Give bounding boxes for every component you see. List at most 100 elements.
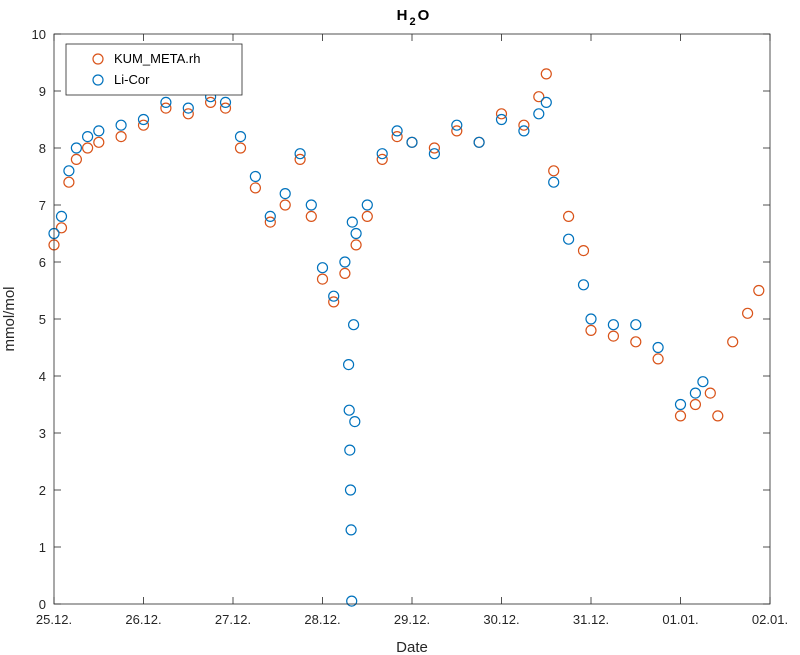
data-point [473, 136, 485, 148]
data-point [428, 148, 440, 160]
data-point [428, 142, 440, 154]
x-tick-label: 27.12. [215, 612, 251, 627]
data-point [279, 188, 291, 200]
data-point [674, 410, 687, 422]
data-point [328, 296, 340, 308]
y-axis-label: mmol/mol [1, 286, 18, 351]
data-point [316, 273, 329, 285]
data-point [540, 96, 552, 109]
data-point [81, 142, 94, 154]
data-point [451, 125, 463, 137]
data-point [562, 210, 575, 222]
data-point [712, 410, 724, 422]
data-point [753, 284, 765, 297]
data-point [376, 153, 388, 165]
data-point [344, 444, 356, 456]
data-point [585, 313, 597, 325]
chart-title-end: O [418, 7, 430, 24]
y-tick-label: 3 [39, 426, 46, 441]
data-point [305, 210, 317, 222]
data-point [93, 125, 105, 137]
x-tick-label: 26.12. [125, 612, 161, 627]
data-point [339, 267, 351, 279]
data-point [495, 108, 508, 120]
x-tick-label: 30.12. [483, 612, 519, 627]
series-li-cor [48, 91, 709, 607]
y-tick-label: 2 [39, 483, 46, 498]
data-point [674, 398, 687, 411]
data-point [81, 131, 94, 143]
y-tick-label: 8 [39, 141, 46, 156]
data-point [577, 245, 590, 257]
data-point [249, 170, 261, 183]
y-tick-label: 1 [39, 540, 46, 555]
data-point [346, 216, 358, 228]
series-kum-meta-rh [48, 68, 765, 422]
data-point [182, 102, 194, 114]
data-point [540, 68, 552, 80]
data-point [219, 102, 232, 114]
data-point [548, 176, 560, 188]
data-point [376, 148, 388, 160]
data-point [264, 210, 276, 222]
data-point [548, 165, 560, 177]
legend: KUM_META.rh Li-Cor [65, 43, 243, 96]
data-point [55, 222, 68, 234]
data-point [697, 376, 709, 388]
data-point [234, 131, 247, 143]
axes: 25.12. 26.12. 27.12. 28.12. 29.12. 30.12. 31.1… [32, 27, 789, 627]
data-point [343, 359, 355, 371]
data-point [533, 108, 545, 120]
data-point [630, 336, 642, 348]
data-point [93, 136, 105, 148]
data-point [585, 324, 597, 336]
data-point [704, 387, 716, 399]
data-point [577, 279, 590, 291]
data-point [741, 307, 754, 319]
x-tick-label: 29.12. [394, 612, 430, 627]
data-point [279, 199, 291, 211]
data-point [727, 336, 739, 348]
chart-title-main: H [397, 7, 408, 24]
data-point [339, 256, 351, 268]
y-tick-label: 10 [32, 27, 46, 42]
data-point [328, 290, 340, 302]
data-point [652, 341, 664, 354]
data-point [518, 119, 530, 131]
x-tick-label: 31.12. [573, 612, 609, 627]
data-point [607, 330, 620, 342]
legend-label-kum-meta-rh: KUM_META.rh [114, 51, 200, 66]
data-point [495, 113, 508, 126]
legend-marker-kum-meta-rh [92, 53, 104, 65]
data-point [607, 319, 620, 331]
y-tick-label: 0 [39, 597, 46, 612]
data-point [182, 108, 194, 120]
chart-title-subscript: 2 [410, 16, 416, 28]
data-point [305, 199, 317, 211]
data-point [294, 153, 306, 165]
data-point [294, 148, 306, 160]
x-axis-label: Date [396, 639, 428, 655]
data-point [346, 595, 358, 607]
data-point [115, 131, 127, 143]
data-point [205, 96, 217, 109]
data-point [343, 404, 355, 416]
y-tick-label: 7 [39, 198, 46, 213]
data-point [63, 165, 75, 177]
data-point [361, 199, 373, 211]
data-point [219, 96, 232, 109]
data-point [451, 119, 463, 131]
data-point [344, 484, 357, 496]
y-tick-label: 4 [39, 369, 46, 384]
data-point [518, 125, 530, 137]
legend-box [65, 43, 243, 96]
data-point [630, 319, 642, 331]
plot-area [48, 68, 765, 607]
data-point [533, 91, 545, 103]
data-point [70, 153, 83, 165]
data-point [562, 233, 575, 245]
data-point [234, 142, 247, 154]
